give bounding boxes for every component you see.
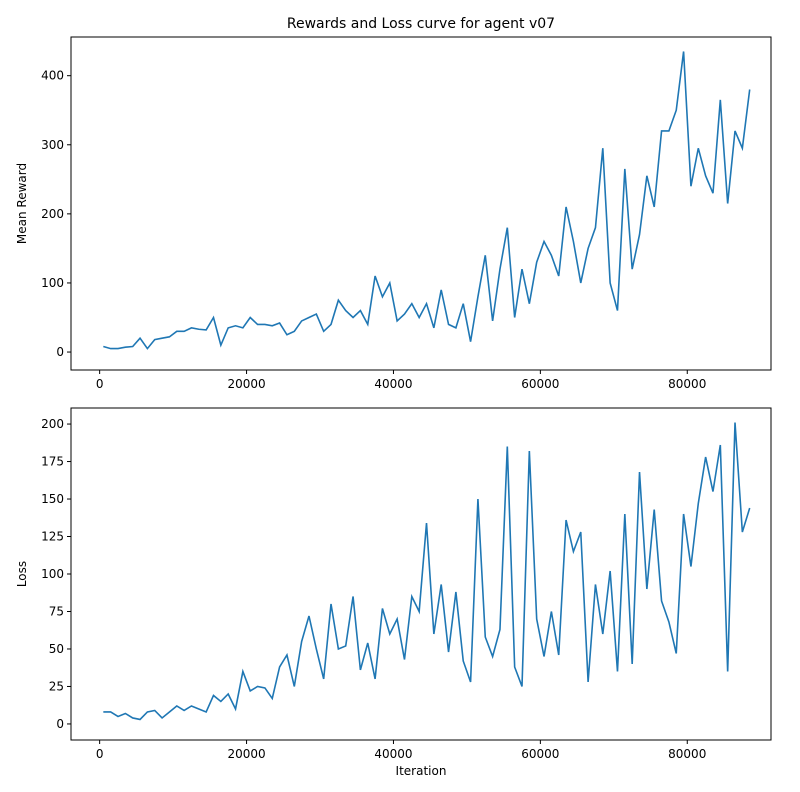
y-tick-label: 75 [49, 604, 64, 618]
y-tick-label: 150 [41, 492, 64, 506]
line-series [103, 422, 751, 721]
y-tick-label: 100 [41, 567, 64, 581]
x-tick-label: 60000 [521, 377, 559, 391]
line-series [103, 51, 751, 350]
axes-frame [70, 36, 772, 371]
y-tick-label: 200 [41, 417, 64, 431]
x-tick-label: 20000 [227, 747, 265, 761]
y-tick-label: 0 [56, 345, 64, 359]
y-tick-label: 400 [41, 69, 64, 83]
y-tick-label: 50 [49, 642, 64, 656]
x-tick-label: 20000 [227, 377, 265, 391]
x-tick-label: 0 [96, 377, 104, 391]
y-tick-label: 300 [41, 138, 64, 152]
y-tick-label: 175 [41, 455, 64, 469]
x-tick-label: 0 [96, 747, 104, 761]
y-tick-label: 200 [41, 207, 64, 221]
x-tick-label: 40000 [374, 747, 412, 761]
x-tick-label: 40000 [374, 377, 412, 391]
y-axis-label: Loss [15, 561, 29, 587]
y-tick-label: 0 [56, 717, 64, 731]
x-tick-label: 80000 [668, 747, 706, 761]
axes-frame [70, 407, 772, 741]
chart-title: Rewards and Loss curve for agent v07 [287, 16, 555, 32]
x-tick-label: 80000 [668, 377, 706, 391]
y-tick-label: 125 [41, 530, 64, 544]
y-tick-label: 25 [49, 679, 64, 693]
x-axis-label: Iteration [396, 764, 447, 778]
y-tick-label: 100 [41, 276, 64, 290]
y-axis-label: Mean Reward [15, 163, 29, 244]
x-tick-label: 60000 [521, 747, 559, 761]
